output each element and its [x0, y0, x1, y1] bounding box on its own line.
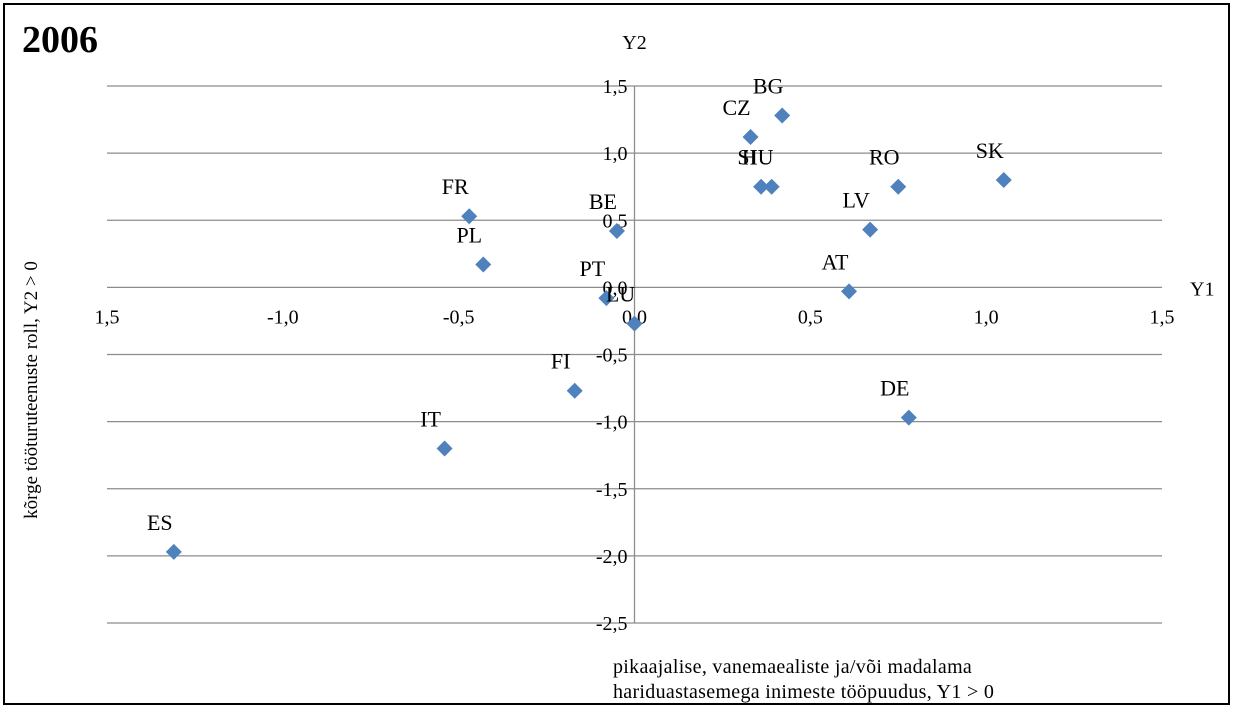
data-label-fr: FR — [442, 174, 469, 199]
data-label-it: IT — [420, 406, 441, 431]
data-label-ro: RO — [869, 145, 900, 170]
y-tick-label: 0,5 — [603, 210, 628, 232]
x-axis-label-line-1: pikaajalise, vanemaealiste ja/või madala… — [613, 656, 973, 678]
data-label-si: SI — [737, 145, 757, 170]
y-tick-label: -2,5 — [596, 613, 628, 635]
data-label-be: BE — [589, 189, 617, 214]
y-axis-name: Y2 — [622, 32, 646, 54]
data-point-lu — [626, 315, 643, 332]
x-tick-label: 1,0 — [974, 306, 999, 328]
y-tick-label: -1,0 — [596, 412, 628, 434]
data-point-fr — [461, 208, 478, 225]
data-label-de: DE — [880, 376, 909, 401]
data-point-fi — [566, 382, 583, 399]
data-label-pt: PT — [580, 256, 606, 281]
data-point-be — [608, 222, 625, 239]
data-point-si — [753, 178, 770, 195]
data-point-pl — [475, 256, 492, 273]
data-label-bg: BG — [753, 74, 784, 99]
y-tick-label: 1,0 — [603, 143, 628, 165]
data-label-lu: LU — [606, 282, 635, 307]
y-tick-label: -1,5 — [596, 479, 628, 501]
data-point-lv — [862, 221, 879, 238]
x-axis-name: Y1 — [1190, 278, 1214, 300]
data-label-cz: CZ — [722, 95, 750, 120]
y-tick-label: -2,0 — [596, 546, 628, 568]
chart-title: 2006 — [22, 19, 98, 61]
data-point-pt — [598, 290, 615, 307]
x-axis-label-line-2: hariduastasemega inimeste tööpuudus, Y1 … — [613, 681, 995, 703]
axes — [107, 86, 1162, 623]
data-point-at — [841, 283, 858, 300]
x-tick-label: 0,5 — [798, 306, 823, 328]
data-point-bg — [774, 107, 791, 124]
data-point-sk — [995, 171, 1012, 188]
x-tick-label: 1,5 — [95, 306, 120, 328]
x-tick-label: 1,5 — [1150, 306, 1175, 328]
x-tick-label: -0,5 — [443, 306, 475, 328]
y-tick-label: 1,5 — [603, 76, 628, 98]
data-points — [165, 107, 1012, 560]
data-point-de — [900, 409, 917, 426]
data-label-es: ES — [147, 510, 173, 535]
data-point-cz — [742, 129, 759, 146]
data-point-it — [436, 440, 453, 457]
y-tick-label: -0,5 — [596, 345, 628, 367]
x-axis-label: pikaajalise, vanemaealiste ja/või madala… — [613, 655, 994, 705]
data-point-hu — [763, 178, 780, 195]
data-point-ro — [890, 178, 907, 195]
chart-frame — [3, 3, 1230, 705]
data-point-es — [165, 543, 182, 560]
data-label-fi: FI — [551, 349, 571, 374]
data-label-hu: HU — [742, 145, 774, 170]
data-label-pl: PL — [456, 223, 482, 248]
data-label-lv: LV — [842, 188, 869, 213]
data-label-sk: SK — [976, 138, 1004, 163]
x-tick-label: -1,0 — [267, 306, 299, 328]
data-label-at: AT — [822, 249, 849, 274]
